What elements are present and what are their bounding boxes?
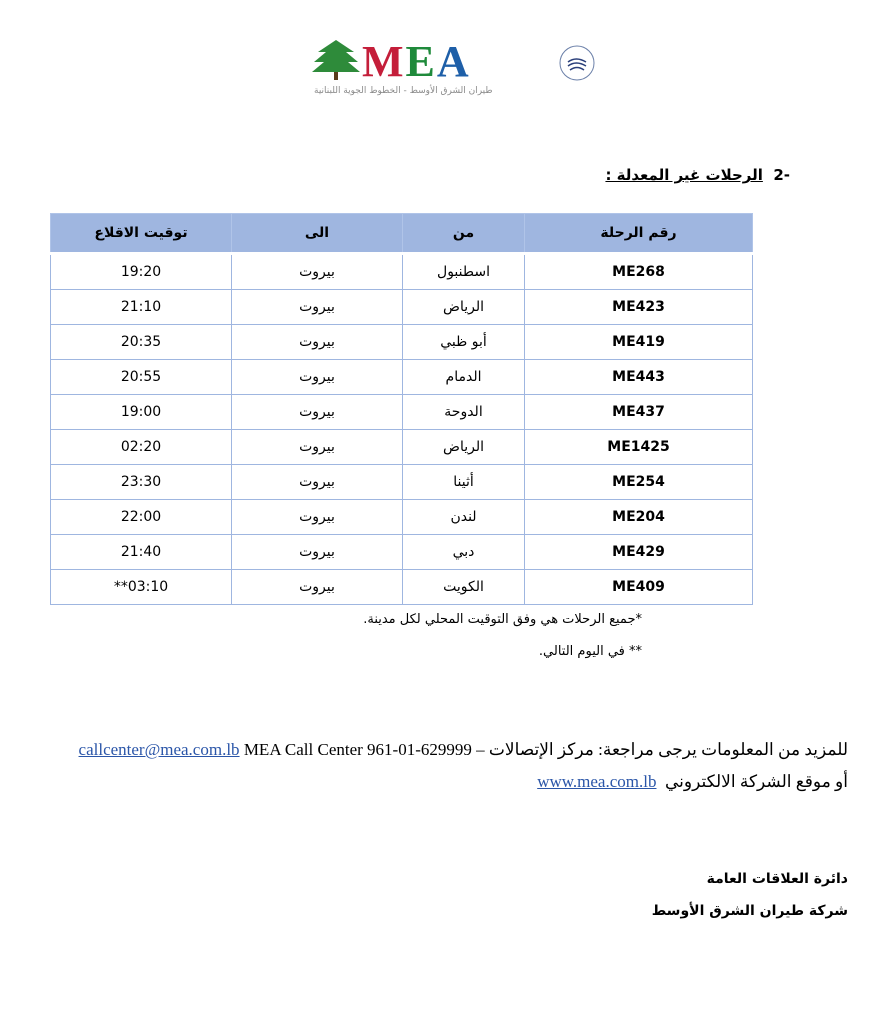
- note-next-day: ** في اليوم التالي.: [538, 644, 642, 659]
- from-city: اسطنبول: [402, 253, 525, 290]
- logo-wordmark: MEA: [362, 37, 471, 86]
- from-city: دبي: [402, 534, 525, 570]
- call-center-text: MEA Call Center 961-01-629999 –: [239, 740, 489, 759]
- section-heading: -2 الرحلات غير المعدلة :: [605, 166, 790, 184]
- from-city: الدمام: [402, 359, 525, 395]
- table-row: ME268 اسطنبول بيروت 19:20: [50, 253, 753, 290]
- from-city: الكويت: [402, 569, 525, 605]
- table-row: ME254 أثينا بيروت 23:30: [50, 464, 753, 500]
- header-flight: رقم الرحلة: [524, 213, 753, 255]
- cedar-tree-icon: [312, 40, 360, 80]
- table-row: ME443 الدمام بيروت 20:55: [50, 359, 753, 395]
- to-city: بيروت: [231, 324, 403, 360]
- table-header-row: رقم الرحلة من الى توقيت الاقلاع: [50, 213, 753, 255]
- table-row: ME1425 الرياض بيروت 02:20: [50, 429, 753, 465]
- section-title: الرحلات غير المعدلة :: [605, 166, 763, 184]
- flight-number: ME409: [524, 569, 753, 605]
- takeoff-time: 23:30: [50, 464, 232, 500]
- to-city: بيروت: [231, 394, 403, 430]
- takeoff-time: **03:10: [50, 569, 232, 605]
- takeoff-time: 21:10: [50, 289, 232, 325]
- to-city: بيروت: [231, 359, 403, 395]
- from-city: أبو ظبي: [402, 324, 525, 360]
- signature-department: دائرة العلاقات العامة: [706, 871, 848, 887]
- flight-number: ME443: [524, 359, 753, 395]
- flight-number: ME204: [524, 499, 753, 535]
- contact-intro: للمزيد من المعلومات يرجى مراجعة: مركز ال…: [488, 740, 848, 759]
- email-link[interactable]: callcenter@mea.com.lb: [78, 740, 240, 759]
- to-city: بيروت: [231, 569, 403, 605]
- header-from: من: [402, 213, 525, 255]
- flight-number: ME419: [524, 324, 753, 360]
- table-row: ME204 لندن بيروت 22:00: [50, 499, 753, 535]
- website-line: www.mea.com.lb أو موقع الشركة الالكتروني: [537, 772, 848, 792]
- flight-number: ME429: [524, 534, 753, 570]
- flight-number: ME423: [524, 289, 753, 325]
- to-city: بيروت: [231, 534, 403, 570]
- flight-number: ME254: [524, 464, 753, 500]
- to-city: بيروت: [231, 464, 403, 500]
- table-row: ME423 الرياض بيروت 21:10: [50, 289, 753, 325]
- takeoff-time: 20:55: [50, 359, 232, 395]
- header-to: الى: [231, 213, 403, 255]
- from-city: أثينا: [402, 464, 525, 500]
- takeoff-time: 02:20: [50, 429, 232, 465]
- from-city: لندن: [402, 499, 525, 535]
- signature-company: شركة طيران الشرق الأوسط: [651, 903, 848, 919]
- logo-subtitle: طيران الشرق الأوسط - الخطوط الجوية اللبن…: [314, 86, 493, 96]
- to-city: بيروت: [231, 289, 403, 325]
- takeoff-time: 22:00: [50, 499, 232, 535]
- flights-table: رقم الرحلة من الى توقيت الاقلاع ME268 اسط…: [50, 213, 753, 605]
- note-local-time: *جميع الرحلات هي وفق التوقيت المحلي لكل …: [363, 612, 642, 627]
- takeoff-time: 19:20: [50, 253, 232, 290]
- from-city: الدوحة: [402, 394, 525, 430]
- skyteam-icon: [559, 45, 595, 81]
- takeoff-time: 20:35: [50, 324, 232, 360]
- from-city: الرياض: [402, 429, 525, 465]
- contact-line: callcenter@mea.com.lb MEA Call Center 96…: [79, 740, 848, 760]
- mea-logo: MEA طيران الشرق الأوسط - الخطوط الجوية ا…: [310, 36, 600, 106]
- takeoff-time: 21:40: [50, 534, 232, 570]
- flight-number: ME437: [524, 394, 753, 430]
- to-city: بيروت: [231, 253, 403, 290]
- from-city: الرياض: [402, 289, 525, 325]
- to-city: بيروت: [231, 429, 403, 465]
- header-takeoff: توقيت الاقلاع: [50, 213, 232, 255]
- table-row: ME429 دبي بيروت 21:40: [50, 534, 753, 570]
- website-link[interactable]: www.mea.com.lb: [537, 772, 657, 791]
- table-row: ME419 أبو ظبي بيروت 20:35: [50, 324, 753, 360]
- website-intro: أو موقع الشركة الالكتروني: [664, 772, 848, 791]
- flight-number: ME1425: [524, 429, 753, 465]
- table-row: ME437 الدوحة بيروت 19:00: [50, 394, 753, 430]
- section-number: -2: [773, 166, 790, 184]
- table-row: ME409 الكويت بيروت **03:10: [50, 569, 753, 605]
- flight-number: ME268: [524, 253, 753, 290]
- takeoff-time: 19:00: [50, 394, 232, 430]
- to-city: بيروت: [231, 499, 403, 535]
